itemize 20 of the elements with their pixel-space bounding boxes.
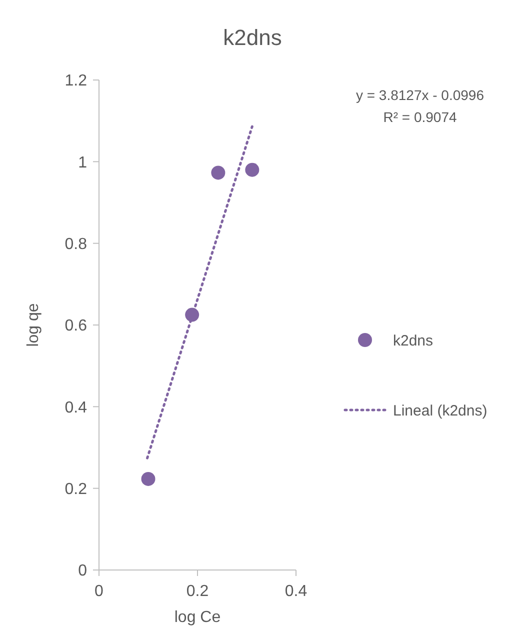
x-tick-label: 0.4	[284, 583, 308, 600]
point	[141, 472, 156, 486]
y-tick-label: 0.2	[64, 480, 88, 498]
legend-label: Lineal (k2dns)	[393, 402, 488, 420]
y-axis-title: log qe	[25, 303, 42, 347]
chart-title: k2dns	[223, 25, 282, 50]
y-tick-label: 1.2	[64, 72, 88, 90]
y-tick-label: 0.4	[64, 399, 88, 416]
y-tick-label: 0.8	[64, 236, 88, 253]
text: R² = 0.9074	[383, 109, 457, 125]
point	[245, 162, 260, 177]
y-tick-label: 0.6	[64, 318, 88, 335]
point	[211, 166, 226, 180]
y-tick-label: 0	[78, 562, 88, 580]
x-tick-label: 0.2	[186, 583, 209, 600]
y-tick-label: 1	[78, 154, 88, 172]
legend-label: k2dns	[393, 332, 434, 350]
text: y = 3.8127x - 0.0996	[356, 87, 484, 103]
x-axis-title: log Ce	[174, 609, 221, 626]
x-tick-label: 0	[94, 583, 104, 600]
